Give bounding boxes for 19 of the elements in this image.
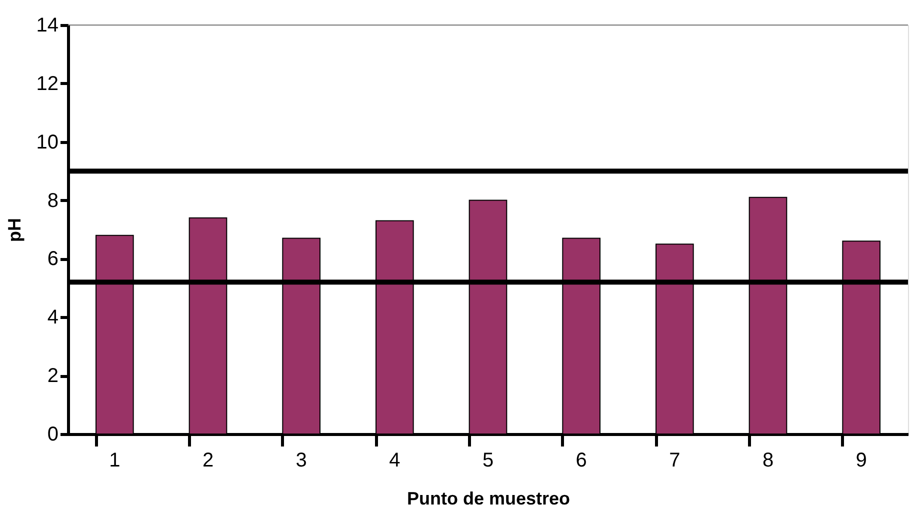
y-tick-label: 2	[47, 365, 58, 388]
x-tick-label: 9	[856, 450, 867, 472]
x-tick-label: 2	[202, 450, 214, 472]
y-tick-label: 4	[47, 306, 58, 329]
x-tick-label: 1	[109, 450, 120, 472]
y-tick-label: 12	[36, 72, 58, 95]
x-tick-label: 7	[669, 450, 680, 472]
x-tick-label: 3	[296, 450, 307, 472]
y-tick-label: 6	[47, 248, 58, 270]
x-tick-label: 6	[576, 450, 587, 472]
x-tick-label: 4	[389, 450, 400, 472]
x-tick-label: 5	[482, 450, 494, 472]
y-axis-title: pH	[4, 218, 24, 242]
x-tick-label: 8	[762, 450, 774, 472]
y-tick-label: 0	[47, 424, 58, 446]
y-tick-label: 8	[47, 190, 58, 212]
x-axis-title: Punto de muestreo	[406, 488, 570, 508]
y-tick-label: 10	[36, 131, 58, 154]
y-tick-label: 14	[36, 14, 58, 36]
